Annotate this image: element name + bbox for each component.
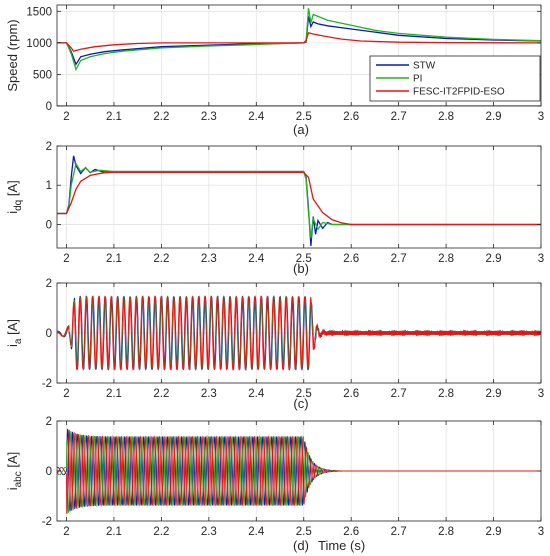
y-tick-label: 2 bbox=[46, 416, 52, 428]
grid-b bbox=[57, 145, 542, 248]
x-tick-label: 2.4 bbox=[248, 111, 265, 123]
series-c-3 bbox=[57, 295, 541, 371]
panel-a-speed: 2 2.1 2.2 2.3 2.4 2.5 2.6 2.7 2.8 2.9 3 0 500 1000 150… bbox=[5, 4, 544, 123]
panel-label-d: (d) bbox=[293, 538, 309, 553]
y-tick-label: 1 bbox=[46, 180, 52, 192]
x-tick-label: 2.4 bbox=[248, 253, 265, 265]
x-tick-label: 2.5 bbox=[296, 111, 312, 123]
x-tick-label: 2.2 bbox=[153, 388, 169, 400]
x-tick-label: 3 bbox=[538, 253, 544, 265]
plot-area-a bbox=[57, 8, 541, 106]
y-tick-label: 1000 bbox=[26, 38, 52, 50]
x-tick-label: 2.6 bbox=[343, 111, 359, 123]
y-tick-label: 2 bbox=[46, 278, 52, 290]
x-axis-title: Time (s) bbox=[318, 538, 365, 553]
x-tick-label: 3 bbox=[538, 111, 544, 123]
x-tick-label: 2 bbox=[63, 253, 69, 265]
y-axis-label-a: Speed (rpm) bbox=[5, 19, 20, 91]
x-tick-label: 2.3 bbox=[201, 526, 217, 538]
legend-label-pi: PI bbox=[413, 74, 422, 85]
y-tick-label: 1500 bbox=[26, 6, 52, 18]
x-tick-label: 2.7 bbox=[391, 253, 407, 265]
legend: STW PI FESC-IT2FPID-ESO bbox=[369, 55, 541, 102]
y-tick-label: 2 bbox=[46, 141, 52, 153]
x-tick-label: 2.7 bbox=[391, 526, 407, 538]
x-tick-label: 2.9 bbox=[486, 253, 502, 265]
x-tick-label: 2.9 bbox=[486, 111, 502, 123]
legend-label-fesc: FESC-IT2FPID-ESO bbox=[413, 87, 505, 98]
x-tick-label: 2.3 bbox=[201, 111, 217, 123]
series-a-3 bbox=[57, 32, 541, 52]
y-tick-label: -2 bbox=[42, 516, 52, 528]
x-tick-label: 2.2 bbox=[153, 253, 169, 265]
x-tick-label: 2.9 bbox=[486, 526, 502, 538]
y-axis-label-b: idq [A] bbox=[5, 180, 24, 214]
x-tick-label: 3 bbox=[538, 526, 544, 538]
series-b-2 bbox=[57, 161, 541, 239]
x-tick-label: 2.6 bbox=[343, 388, 359, 400]
x-tick-label: 2.1 bbox=[106, 111, 122, 123]
x-tick-label: 2.9 bbox=[486, 388, 502, 400]
panel-label-a: (a) bbox=[293, 122, 309, 137]
x-tick-label: 2 bbox=[63, 526, 69, 538]
x-tick-label: 2.8 bbox=[438, 388, 454, 400]
x-tick-label: 2.4 bbox=[248, 388, 265, 400]
panel-label-b: (b) bbox=[293, 261, 309, 276]
x-tick-label: 2.6 bbox=[343, 526, 359, 538]
x-tick-label: 2.8 bbox=[438, 253, 454, 265]
y-tick-label: -2 bbox=[42, 378, 52, 390]
panel-c-ia: 2 2.1 2.2 2.3 2.4 2.5 2.6 2.7 2.8 2.9 3 -2 0 2 ia [A] bbox=[5, 278, 544, 400]
series-b-1 bbox=[57, 155, 541, 247]
x-tick-label: 2.8 bbox=[438, 111, 454, 123]
x-tick-label: 2.3 bbox=[201, 253, 217, 265]
plot-area-c bbox=[57, 295, 541, 371]
plot-area-b bbox=[57, 155, 541, 247]
y-axis-label-c: ia [A] bbox=[5, 319, 24, 347]
x-tick-label: 3 bbox=[538, 388, 544, 400]
series-b-3 bbox=[57, 171, 541, 226]
x-tick-label: 2.8 bbox=[438, 526, 454, 538]
axes-box-b bbox=[56, 145, 542, 249]
x-tick-label: 2.1 bbox=[106, 253, 122, 265]
panel-d-iabc: 2 2.1 2.2 2.3 2.4 2.5 2.6 2.7 2.8 2.9 3 -2 0 2 iabc [A… bbox=[5, 416, 544, 538]
legend-label-stw: STW bbox=[413, 61, 436, 72]
x-tick-label: 2.3 bbox=[201, 388, 217, 400]
x-tick-label: 2.6 bbox=[343, 253, 359, 265]
x-tick-label: 2.5 bbox=[296, 388, 312, 400]
y-axis-label-d: iabc [A] bbox=[5, 452, 24, 491]
panel-label-c: (c) bbox=[293, 396, 308, 411]
series-d-3 bbox=[57, 429, 541, 514]
axes-box-a bbox=[56, 4, 542, 107]
x-tick-label: 2 bbox=[63, 388, 69, 400]
y-tick-label: 0 bbox=[46, 328, 52, 340]
y-tick-label: 0 bbox=[46, 101, 52, 113]
x-tick-label: 2.5 bbox=[296, 526, 312, 538]
x-tick-label: 2.4 bbox=[248, 526, 265, 538]
y-tick-label: 0 bbox=[46, 466, 52, 478]
x-tick-label: 2.1 bbox=[106, 388, 122, 400]
y-tick-label: 0 bbox=[46, 219, 52, 231]
x-tick-label: 2.7 bbox=[391, 111, 407, 123]
x-tick-label: 2.1 bbox=[106, 526, 122, 538]
x-tick-label: 2.7 bbox=[391, 388, 407, 400]
x-tick-label: 2.2 bbox=[153, 111, 169, 123]
panel-b-idq: 2 2.1 2.2 2.3 2.4 2.5 2.6 2.7 2.8 2.9 3 0 1 2 idq [A] bbox=[5, 141, 544, 265]
y-tick-label: 500 bbox=[33, 69, 52, 81]
x-tick-label: 2.2 bbox=[153, 526, 169, 538]
x-tick-label: 2.5 bbox=[296, 253, 312, 265]
plot-area-d bbox=[57, 428, 541, 514]
x-tick-label: 2 bbox=[63, 111, 69, 123]
